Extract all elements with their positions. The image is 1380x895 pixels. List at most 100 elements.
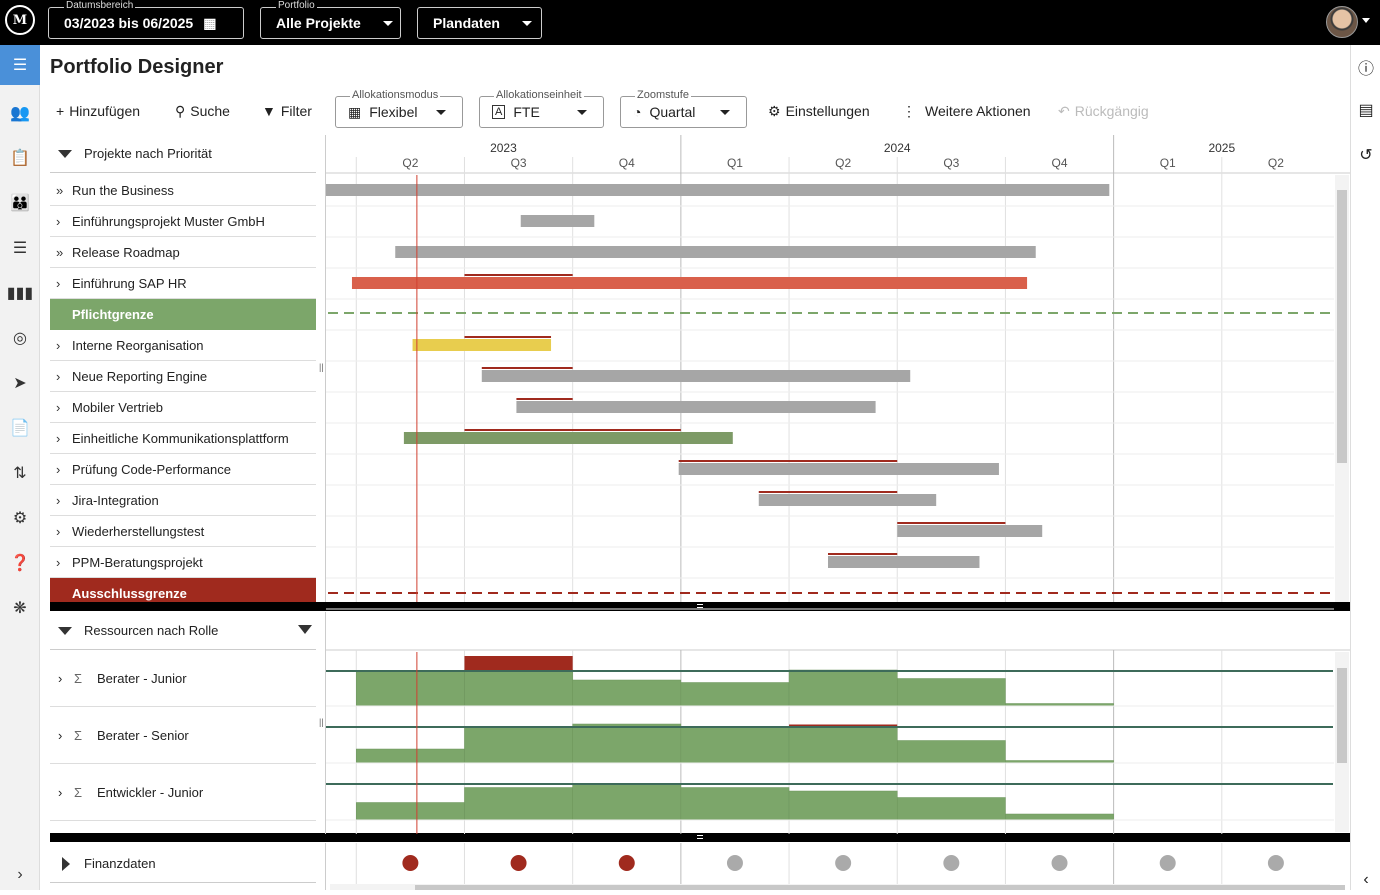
list-icon[interactable]: ☰ (12, 240, 28, 257)
collapse-icon[interactable] (58, 627, 72, 635)
filter-label: Filter (280, 103, 312, 119)
double-chevron-icon[interactable]: » (56, 182, 64, 198)
project-row[interactable]: Pflichtgrenze (50, 299, 316, 330)
quarter-label: Q1 (1160, 156, 1176, 170)
resource-bar (464, 669, 573, 707)
overallocation-marker (464, 429, 681, 431)
date-range-value: 03/2023 bis 06/2025 (64, 15, 194, 31)
search-button[interactable]: ⚲ Suche (175, 100, 230, 122)
expand-icon[interactable]: › (17, 866, 23, 883)
gear-icon[interactable]: ⚙ (12, 510, 28, 527)
project-row[interactable]: › Jira-Integration (50, 485, 316, 516)
columns-icon[interactable]: ▮▮▮ (6, 285, 34, 302)
directions-icon[interactable]: ➤ (13, 375, 27, 392)
section-divider[interactable] (50, 833, 1350, 842)
chevron-right-icon[interactable]: › (56, 213, 61, 229)
overallocation-marker (758, 491, 898, 493)
allocation-unit-caption: Allokationseinheit (494, 89, 584, 101)
finance-row[interactable]: Finanzdaten (50, 845, 316, 883)
section-divider[interactable] (50, 602, 1350, 611)
project-row[interactable]: › Wiederherstellungstest (50, 516, 316, 547)
double-chevron-icon[interactable]: » (56, 244, 64, 260)
undo-label: Rückgängig (1074, 103, 1149, 119)
app-logo[interactable]: M (5, 5, 35, 35)
project-row[interactable]: › Interne Reorganisation (50, 330, 316, 361)
project-bar (897, 525, 1043, 537)
chevron-right-icon[interactable]: › (56, 399, 61, 415)
chevron-right-icon[interactable]: › (56, 554, 61, 570)
project-row[interactable]: › Prüfung Code-Performance (50, 454, 316, 485)
user-list-icon[interactable]: 👥 (10, 105, 30, 122)
allocation-mode-select[interactable]: Allokationsmodus ▦ Flexibel (335, 89, 463, 128)
compass-icon[interactable]: ❋ (13, 600, 27, 617)
settings-button[interactable]: ⚙ Einstellungen (768, 100, 870, 122)
info-icon[interactable]: ⓘ (1357, 61, 1374, 78)
filter-button[interactable]: ▼ Filter (262, 100, 312, 122)
resource-row[interactable]: › Σ Entwickler - Junior (50, 764, 316, 821)
search-label: Suche (190, 103, 230, 119)
project-bar (758, 494, 937, 506)
projects-header[interactable]: Projekte nach Priorität (50, 135, 316, 173)
resource-bar (1005, 760, 1114, 764)
project-row[interactable]: › Einführung SAP HR (50, 268, 316, 299)
chevron-right-icon[interactable]: › (56, 275, 61, 291)
pane-separator[interactable] (325, 135, 326, 602)
resource-row[interactable]: › Σ Berater - Senior (50, 707, 316, 764)
finance-label: Finanzdaten (84, 856, 156, 871)
add-button[interactable]: + Hinzufügen (56, 100, 140, 122)
drag-handle-icon[interactable] (697, 835, 703, 839)
pane-separator[interactable] (325, 843, 326, 890)
drag-handle-icon[interactable] (697, 604, 703, 608)
chevron-right-icon[interactable]: › (58, 727, 63, 743)
people-icon[interactable]: 👪 (10, 195, 30, 212)
sum-icon: Σ (74, 670, 83, 686)
pane-separator[interactable] (325, 612, 326, 834)
date-range-selector[interactable]: Datumsbereich 03/2023 bis 06/2025 ▦ (48, 0, 244, 39)
portfolio-selector[interactable]: Portfolio Alle Projekte (260, 0, 401, 39)
chevron-right-icon[interactable]: › (58, 670, 63, 686)
resource-row[interactable]: › Σ Berater - Junior (50, 650, 316, 707)
chevron-right-icon[interactable]: › (56, 523, 61, 539)
resize-handle-icon[interactable]: || (319, 717, 324, 727)
project-row[interactable]: » Release Roadmap (50, 237, 316, 268)
project-row[interactable]: › PPM-Beratungsprojekt (50, 547, 316, 578)
plandaten-selector[interactable]: Plandaten (417, 7, 542, 39)
history-icon[interactable]: ↺ (1359, 147, 1373, 164)
chevron-right-icon[interactable]: › (56, 337, 61, 353)
overallocation-marker (481, 367, 573, 369)
project-name: Release Roadmap (72, 244, 180, 260)
help-icon[interactable]: ❓ (10, 555, 30, 572)
allocation-unit-select[interactable]: Allokationseinheit A FTE (479, 89, 604, 128)
chevron-right-icon[interactable]: › (58, 784, 63, 800)
avatar[interactable] (1326, 6, 1358, 38)
gantt-nav-icon[interactable]: ☰ (0, 45, 40, 85)
project-row[interactable]: › Neue Reporting Engine (50, 361, 316, 392)
settings-label: Einstellungen (785, 103, 870, 119)
zoom-level-select[interactable]: Zoomstufe ◔ Quartal (620, 89, 747, 128)
filter-icon[interactable] (298, 625, 312, 634)
project-row[interactable]: › Einheitliche Kommunikationsplattform (50, 423, 316, 454)
collapse-icon[interactable]: ‹ (1363, 871, 1369, 888)
project-row[interactable]: › Einführungsprojekt Muster GmbH (50, 206, 316, 237)
swap-icon[interactable]: ⇅ (13, 465, 27, 482)
clipboard-icon[interactable]: 📋 (10, 150, 30, 167)
chevron-right-icon[interactable]: › (56, 461, 61, 477)
undo-button[interactable]: ↶ Rückgängig (1058, 100, 1149, 122)
chevron-right-icon[interactable]: › (56, 492, 61, 508)
more-actions-button[interactable]: ⋮ Weitere Aktionen (902, 100, 1031, 122)
project-row[interactable]: › Mobiler Vertrieb (50, 392, 316, 423)
chevron-right-icon[interactable]: › (56, 368, 61, 384)
chat-icon[interactable]: ▤ (1358, 102, 1374, 119)
chevron-down-icon[interactable] (1362, 18, 1370, 23)
collapse-icon[interactable] (58, 150, 72, 158)
document-icon[interactable]: 📄 (10, 420, 30, 437)
filter-icon: ▼ (262, 103, 276, 119)
expand-icon[interactable] (62, 857, 70, 871)
project-row[interactable]: » Run the Business (50, 175, 316, 206)
resources-header[interactable]: Ressourcen nach Rolle (50, 612, 316, 650)
target-icon[interactable]: ◎ (13, 330, 27, 347)
resize-handle-icon[interactable]: || (319, 362, 324, 372)
chevron-right-icon[interactable]: › (56, 430, 61, 446)
portfolio-caption: Portfolio (276, 0, 317, 11)
finance-indicator (1051, 855, 1068, 871)
